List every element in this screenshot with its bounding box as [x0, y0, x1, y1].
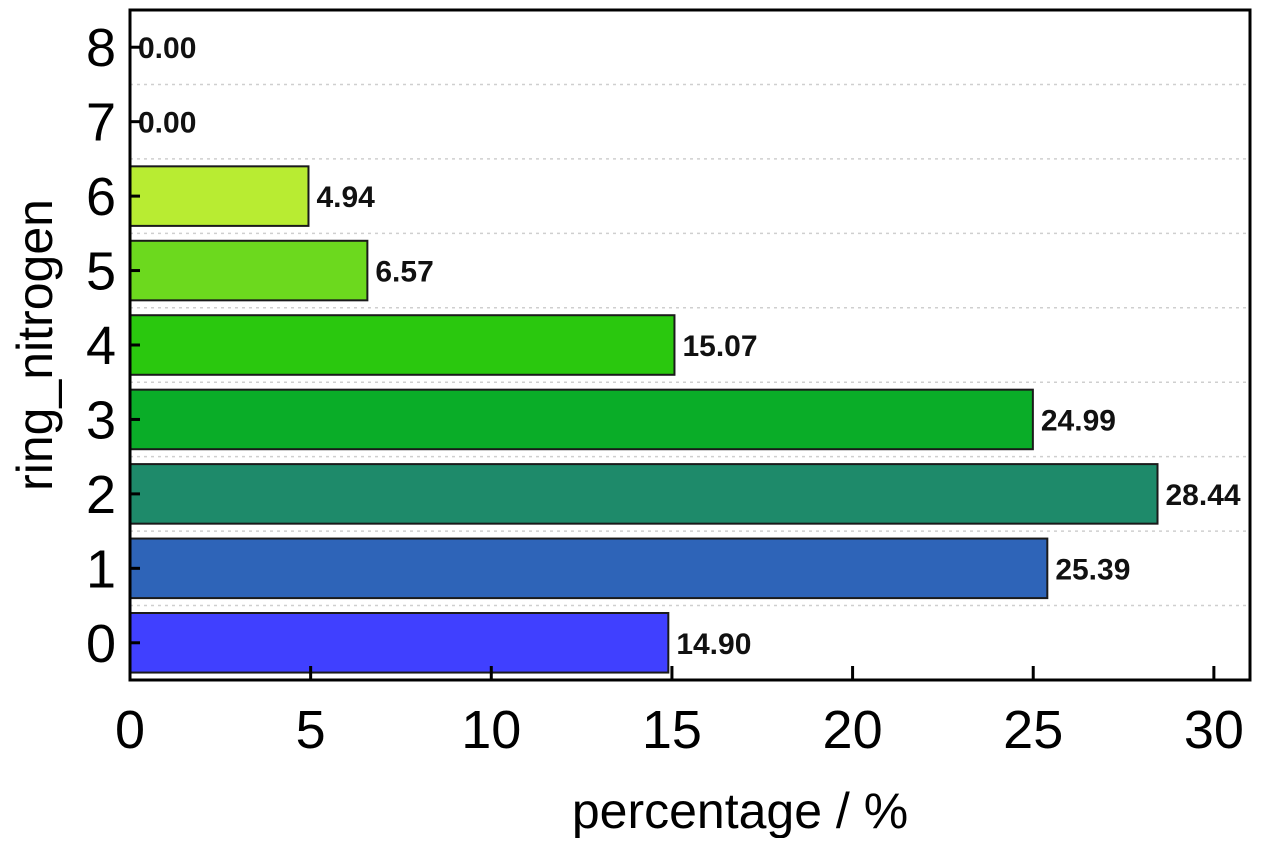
y-tick-label-4: 4	[86, 316, 116, 376]
bar-5	[129, 239, 369, 302]
data-label-7: 0.00	[138, 107, 196, 140]
y-tick-label-0: 0	[86, 614, 116, 674]
data-label-5: 6.57	[375, 256, 433, 289]
data-label-3: 24.99	[1041, 404, 1116, 437]
data-label-8: 0.00	[138, 32, 196, 65]
grid-layer	[130, 83, 1250, 607]
bar-0	[129, 612, 670, 674]
x-tick-label-10: 10	[461, 700, 521, 760]
bar-3	[129, 388, 1034, 451]
data-label-0: 14.90	[676, 628, 751, 661]
y-tick-label-7: 7	[86, 93, 116, 153]
x-tick-label-30: 30	[1184, 700, 1244, 760]
data-label-2: 28.44	[1166, 479, 1241, 512]
y-tick-label-1: 1	[86, 539, 116, 599]
data-label-6: 4.94	[316, 181, 375, 214]
bar-1	[129, 537, 1049, 600]
y-tick-label-8: 8	[86, 18, 116, 78]
x-tick-label-15: 15	[642, 700, 702, 760]
x-tick-label-20: 20	[823, 700, 883, 760]
y-tick-label-2: 2	[86, 465, 116, 525]
bar-6	[129, 165, 310, 227]
y-axis-title: ring_nitrogen	[7, 199, 63, 491]
x-tick-label-5: 5	[296, 700, 326, 760]
y-tick-label-3: 3	[86, 390, 116, 450]
bar-layer	[129, 165, 1159, 674]
x-tick-label-0: 0	[115, 700, 145, 760]
y-tick-label-6: 6	[86, 167, 116, 227]
axis-layer: 0 1 2 3 4 5 6 7 8 0 5 10 15 20 25 30	[86, 18, 1244, 760]
data-label-layer: 14.90 25.39 28.44 24.99 15.07 6.57 4.94 0.00 0.0…	[138, 32, 1241, 661]
bar-4	[129, 314, 676, 376]
y-tick-label-5: 5	[86, 242, 116, 302]
data-label-1: 25.39	[1055, 553, 1130, 586]
bar-2	[129, 463, 1159, 525]
x-axis-title: percentage / %	[572, 783, 908, 838]
x-tick-label-25: 25	[1003, 700, 1063, 760]
data-label-4: 15.07	[682, 330, 757, 363]
